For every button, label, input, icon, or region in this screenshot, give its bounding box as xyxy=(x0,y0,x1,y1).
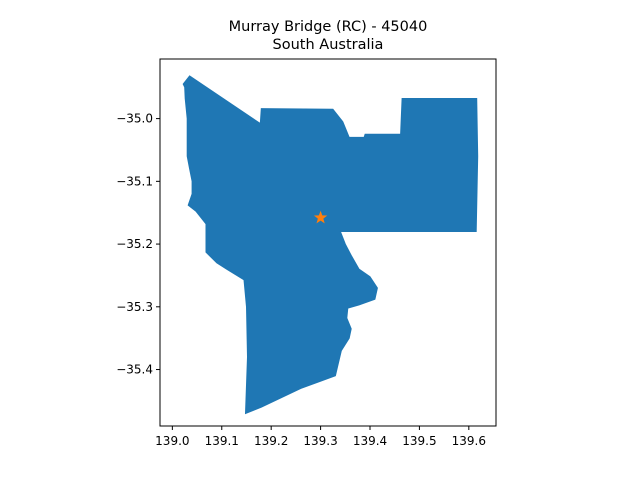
plot-area xyxy=(182,75,479,415)
region-polygon xyxy=(182,75,479,415)
x-tick-label: 139.6 xyxy=(452,434,486,448)
map-title: Murray Bridge (RC) - 45040 xyxy=(229,19,428,35)
x-tick-label: 139.3 xyxy=(303,434,337,448)
x-tick-label: 139.0 xyxy=(155,434,189,448)
y-tick-label: −35.1 xyxy=(116,174,153,188)
y-tick-label: −35.4 xyxy=(116,363,153,377)
y-tick-label: −35.2 xyxy=(116,237,153,251)
y-tick-label: −35.3 xyxy=(116,300,153,314)
axes-frame xyxy=(159,58,497,427)
x-tick-label: 139.4 xyxy=(353,434,387,448)
map-subtitle: South Australia xyxy=(273,37,384,53)
x-axis: 139.0 139.1 139.2 139.3 139.4 139.5 139.6 xyxy=(155,426,486,448)
centroid-star-marker xyxy=(313,210,328,224)
y-tick-label: −35.0 xyxy=(116,112,153,126)
x-tick-label: 139.1 xyxy=(205,434,239,448)
x-tick-label: 139.5 xyxy=(402,434,436,448)
y-axis: −35.0 −35.1 −35.2 −35.3 −35.4 xyxy=(116,112,160,377)
x-tick-label: 139.2 xyxy=(254,434,288,448)
